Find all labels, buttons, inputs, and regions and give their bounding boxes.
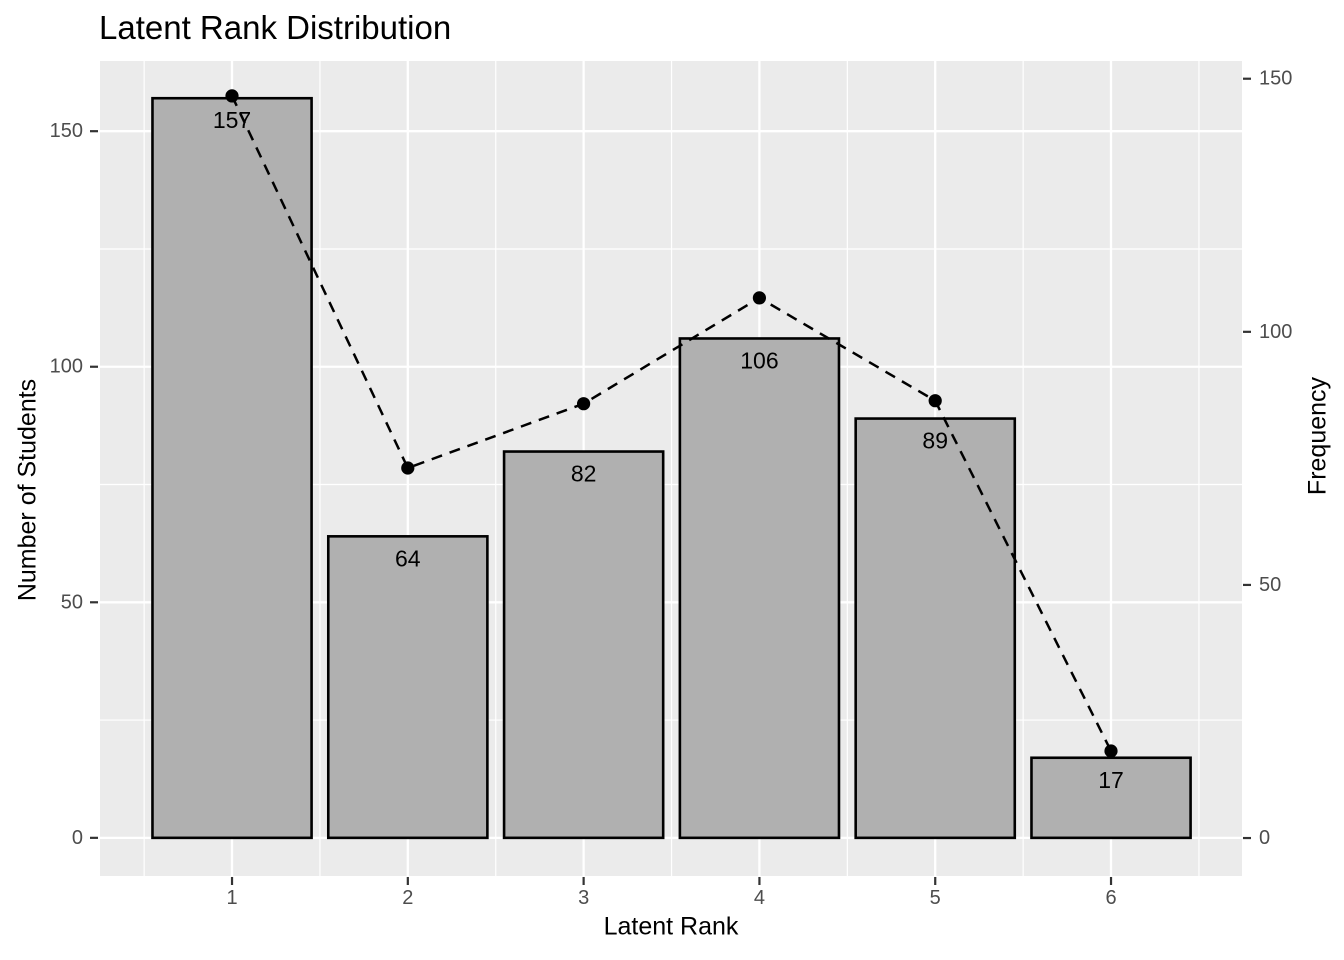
y-left-tick-label: 0: [72, 827, 83, 849]
bar-rank-5: [854, 417, 1017, 840]
line-point-rank-5: [928, 394, 942, 408]
x-tick-label-1: 1: [226, 887, 237, 909]
y-left-tick-label: 50: [61, 591, 83, 613]
bar-label-rank-4: 106: [740, 347, 778, 373]
y-right-tick-label: 150: [1259, 68, 1292, 90]
chart-title: Latent Rank Distribution: [99, 9, 452, 46]
bar-rank-3: [502, 450, 665, 840]
x-tick-label-3: 3: [578, 887, 589, 909]
frequency-line: [230, 95, 1113, 752]
y-axis-title-right: Frequency: [1303, 376, 1332, 496]
y-left-tick-label: 100: [50, 356, 83, 378]
y-right-tick-label: 50: [1259, 574, 1281, 596]
bar-label-rank-2: 64: [395, 545, 421, 571]
y-right-tick-label: 0: [1259, 827, 1270, 849]
bar-label-rank-6: 17: [1098, 767, 1124, 793]
bar-label-rank-1: 157: [213, 107, 251, 133]
bar-rank-2: [326, 535, 489, 840]
bar-label-rank-5: 89: [922, 428, 948, 454]
y-axis-title-left: Number of Students: [13, 378, 42, 602]
x-tick-label-2: 2: [402, 887, 413, 909]
line-point-rank-3: [577, 397, 591, 411]
line-point-rank-1: [225, 89, 239, 103]
x-tick-label-5: 5: [930, 887, 941, 909]
x-tick-label-6: 6: [1105, 887, 1116, 909]
line-point-rank-6: [1104, 744, 1118, 758]
y-right-tick-label: 100: [1259, 321, 1292, 343]
line-point-rank-2: [401, 461, 415, 475]
y-left-tick-label: 150: [50, 120, 83, 142]
bar-rank-6: [1030, 756, 1192, 840]
bar-rank-4: [678, 337, 841, 840]
x-axis-title: Latent Rank: [603, 912, 739, 941]
bar-rank-1: [151, 96, 313, 840]
x-tick-label-4: 4: [754, 887, 765, 909]
line-point-rank-4: [752, 291, 767, 305]
bar-label-rank-3: 82: [571, 461, 597, 487]
